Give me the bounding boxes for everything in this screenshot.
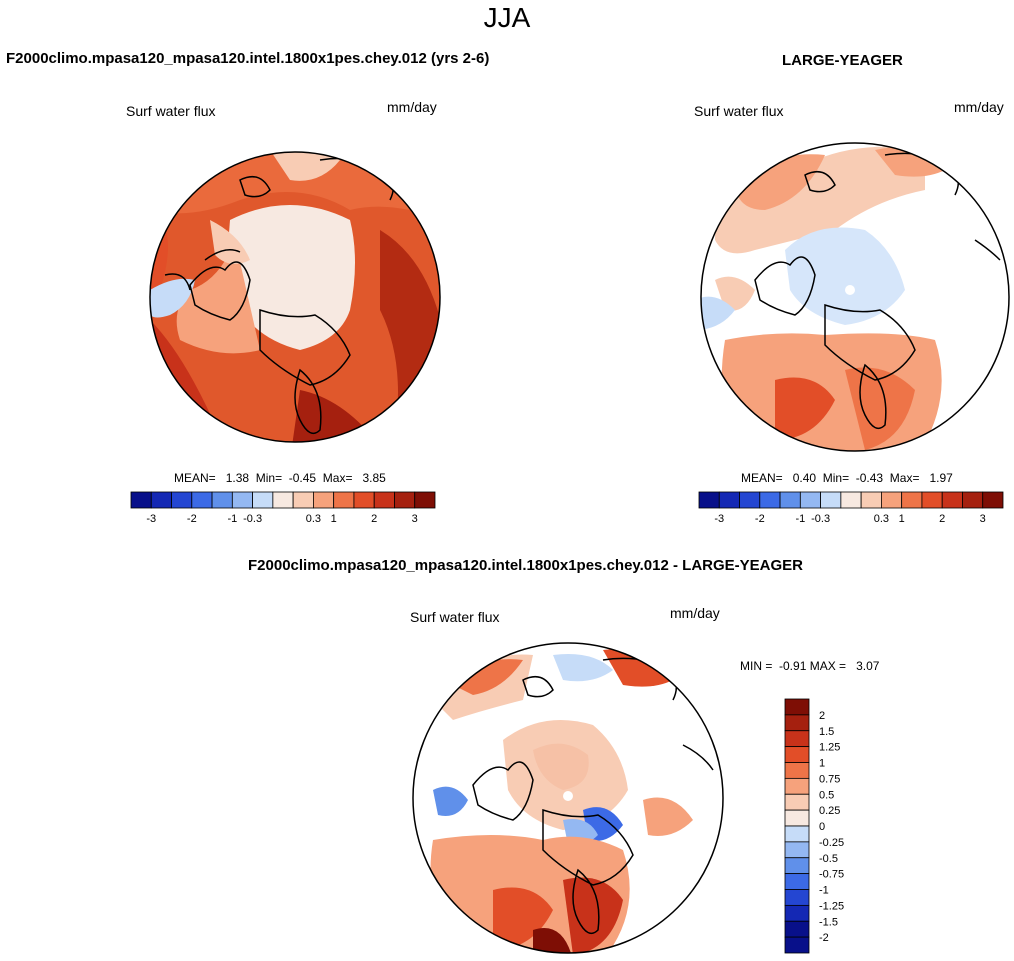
diff-colorbar-swatch [784, 857, 810, 875]
left-colorbar-swatch [394, 491, 416, 509]
diff-colorbar-label: 0.5 [819, 789, 834, 801]
left-colorbar-swatch [211, 491, 233, 509]
right-colorbar-swatch [962, 491, 984, 509]
right-colorbar-tick-label: -3 [714, 513, 724, 525]
diff-colorbar-swatch [784, 730, 810, 748]
right-colorbar-swatch [759, 491, 781, 509]
diff-colorbar-swatch [784, 825, 810, 843]
diff-colorbar-label: 1.5 [819, 726, 834, 738]
left-colorbar-tick-label: 0.3 [306, 513, 321, 525]
left-colorbar-swatch [171, 491, 193, 509]
left-variable-label: Surf water flux [126, 103, 216, 119]
left-colorbar-tick-label: -3 [146, 513, 156, 525]
right-colorbar-swatch [921, 491, 943, 509]
left-units-label: mm/day [387, 99, 437, 115]
diff-colorbar-swatch [784, 746, 810, 763]
diff-colorbar-swatch [784, 698, 810, 716]
diff-colorbar-label: -2 [819, 932, 829, 944]
figure-title: JJA [483, 2, 531, 33]
right-colorbar-swatch [698, 491, 720, 509]
diff-colorbar-label: -1.25 [819, 900, 844, 912]
diff-units-label: mm/day [670, 605, 720, 621]
diff-colorbar-label: -0.75 [819, 869, 844, 881]
right-colorbar-swatch [880, 491, 903, 509]
right-colorbar-swatch [901, 491, 923, 509]
left-panel-title: F2000climo.mpasa120_mpasa120.intel.1800x… [6, 50, 490, 67]
diff-colorbar: 2 1.5 1.25 1 0.75 0.5 0.25 0 -0.25 -0.5 -0.75 -1 -1.… [784, 698, 844, 954]
right-stats: MEAN= 0.40 Min= -0.43 Max= 1.97 [741, 471, 953, 485]
right-colorbar-tick-label: -1 [795, 513, 805, 525]
right-colorbar-swatch [779, 491, 801, 509]
left-colorbar-swatch [252, 491, 274, 509]
diff-colorbar-label: -1 [819, 885, 829, 897]
left-colorbar-tick-label: 2 [371, 513, 377, 525]
right-colorbar-tick-label: 3 [980, 513, 986, 525]
right-colorbar-swatch [860, 491, 882, 509]
diff-colorbar-swatch [784, 873, 810, 890]
diff-colorbar-swatch [784, 809, 810, 827]
left-colorbar-tick-label: -2 [187, 513, 197, 525]
right-colorbar-tick-label: -2 [755, 513, 765, 525]
right-colorbar-swatch [941, 491, 963, 509]
left-colorbar: -3 -2 -1 -0.3 0.3 1 2 3 [130, 491, 436, 525]
diff-colorbar-swatch [784, 762, 810, 779]
diff-colorbar-swatch [784, 793, 810, 811]
diff-variable-label: Surf water flux [410, 609, 500, 625]
right-panel-title: LARGE-YEAGER [782, 52, 903, 69]
left-colorbar-tick-label: 1 [331, 513, 337, 525]
diff-colorbar-label: 1 [819, 758, 825, 770]
diff-colorbar-label: 0.75 [819, 773, 840, 785]
left-stats: MEAN= 1.38 Min= -0.45 Max= 3.85 [174, 471, 386, 485]
left-colorbar-tick-label: -0.3 [243, 513, 262, 525]
right-colorbar-tick-label: 1 [899, 513, 905, 525]
left-colorbar-tick-label: -1 [227, 513, 237, 525]
right-colorbar-swatch [982, 491, 1004, 509]
right-colorbar-tick-label: 0.3 [874, 513, 889, 525]
right-colorbar-tick-label: -0.3 [811, 513, 830, 525]
right-colorbar-swatch [840, 491, 862, 509]
diff-colorbar-label: 0 [819, 821, 825, 833]
left-colorbar-swatch [414, 491, 436, 509]
right-colorbar-tick-label: 2 [939, 513, 945, 525]
diff-colorbar-label: 2 [819, 710, 825, 722]
right-colorbar: -3 -2 -1 -0.3 0.3 1 2 3 [698, 491, 1004, 525]
left-colorbar-swatch [353, 491, 375, 509]
left-colorbar-swatch [312, 491, 335, 509]
right-colorbar-swatch [739, 491, 761, 509]
diff-colorbar-swatch [784, 777, 810, 795]
diff-colorbar-label: -0.5 [819, 853, 838, 865]
right-variable-label: Surf water flux [694, 103, 784, 119]
right-colorbar-swatch [718, 491, 740, 509]
diff-colorbar-swatch [784, 889, 810, 906]
diff-colorbar-label: -1.5 [819, 916, 838, 928]
right-units-label: mm/day [954, 99, 1004, 115]
right-colorbar-swatch [799, 491, 822, 509]
left-colorbar-tick-label: 3 [412, 513, 418, 525]
diff-colorbar-label: 0.25 [819, 805, 840, 817]
diff-colorbar-swatch [784, 936, 810, 954]
left-colorbar-swatch [191, 491, 213, 509]
left-colorbar-swatch [373, 491, 395, 509]
left-colorbar-swatch [333, 491, 355, 509]
diff-colorbar-swatch [784, 904, 810, 922]
diff-colorbar-swatch [784, 920, 810, 938]
left-colorbar-swatch [130, 491, 152, 509]
left-colorbar-swatch [292, 491, 314, 509]
diff-colorbar-swatch [784, 714, 810, 732]
diff-colorbar-swatch [784, 841, 810, 859]
diff-colorbar-label: 1.25 [819, 742, 840, 754]
diff-colorbar-label: -0.25 [819, 837, 844, 849]
right-colorbar-swatch [820, 491, 842, 509]
left-colorbar-swatch [231, 491, 254, 509]
left-colorbar-swatch [272, 491, 294, 509]
diff-map [412, 642, 724, 954]
diff-minmax: MIN = -0.91 MAX = 3.07 [740, 659, 880, 673]
diff-panel-title: F2000climo.mpasa120_mpasa120.intel.1800x… [248, 557, 804, 574]
left-colorbar-swatch [150, 491, 172, 509]
left-map [149, 151, 441, 443]
right-map [700, 142, 1010, 452]
